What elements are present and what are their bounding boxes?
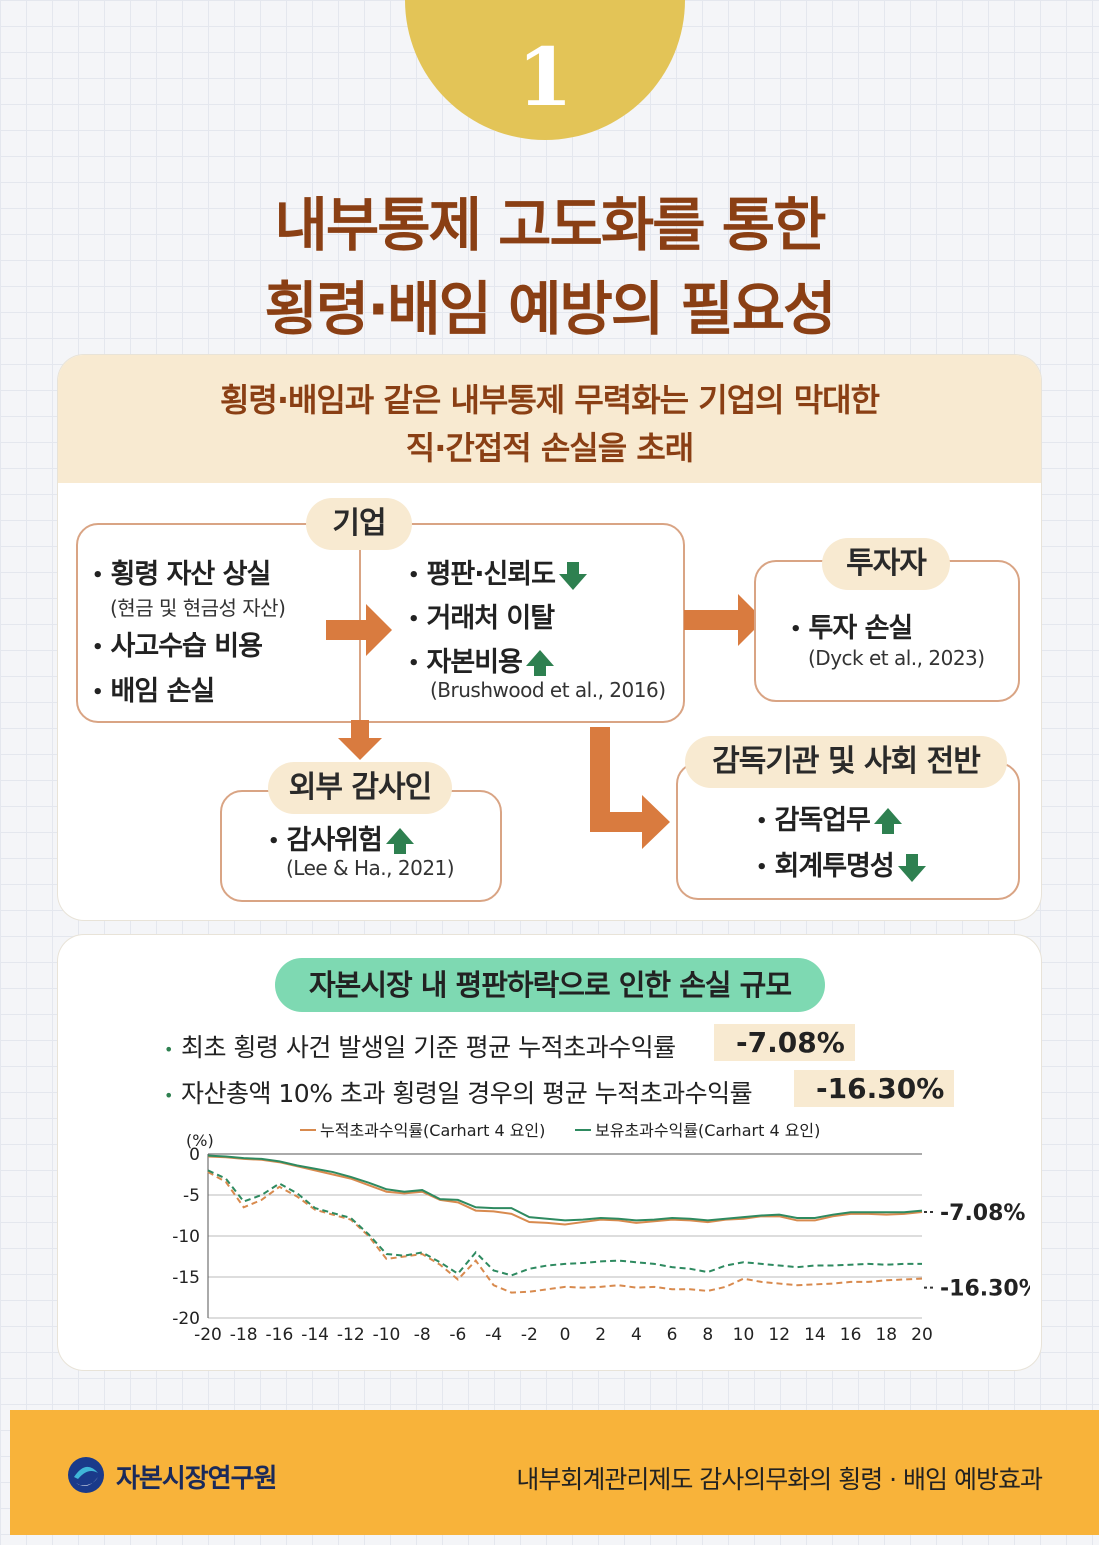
x-tick-label: 6 [667,1325,678,1345]
bullet-icon: • [92,682,103,703]
x-tick-label: 2 [595,1325,606,1345]
stat-large-breach: • 자산총액 10% 초과 횡령일 경우의 평균 누적초과수익률 [164,1079,753,1108]
bullet-icon: • [164,1085,173,1105]
impact-card-header: 횡령·배임과 같은 내부통제 무력화는 기업의 막대한 직·간접적 손실을 초래 [58,355,1041,483]
y-tick-label: 0 [189,1145,200,1165]
company-item-accident-cost: • 사고수습 비용 [92,631,263,662]
footer-bar [10,1410,1099,1535]
y-tick-label: -10 [172,1227,200,1247]
stat-large-breach-value: -16.30% [794,1070,955,1107]
badge-number: 1 [517,30,573,124]
impact-subtitle-line2: 직·간접적 손실을 초래 [405,429,694,467]
series-line [207,1171,923,1294]
y-tick-label: -5 [183,1186,200,1206]
y-tick-label: -15 [172,1268,200,1288]
company-label: 기업 [306,498,412,550]
x-tick-label: -10 [373,1325,401,1345]
series-line [207,1154,923,1222]
company-item-reputation: • 평판·신뢰도 [408,552,587,591]
bullet-icon: • [408,609,419,630]
stat-first-event: • 최초 횡령 사건 발생일 기준 평균 누적초과수익률 [164,1033,676,1062]
annotation-label: -7.08% [940,1201,1025,1226]
x-tick-label: -2 [521,1325,538,1345]
series-line [207,1169,922,1277]
footer-report-title: 내부회계관리제도 감사의무화의 횡령 · 배임 예방효과 [516,1465,1043,1494]
bullet-icon: • [268,831,279,852]
arrow-down-icon [558,561,587,590]
arrow-up-icon [873,807,902,834]
investor-citation: (Dyck et al., 2023) [808,646,985,670]
x-tick-label: -20 [194,1325,222,1345]
x-tick-label: 16 [840,1325,862,1345]
company-item-asset-note: (현금 및 현금성 자산) [110,596,286,620]
auditor-item-risk: • 감사위험 [268,818,414,857]
series-line [207,1155,923,1226]
annotation-label: -16.30% [940,1277,1030,1302]
company-item-partner-churn: • 거래처 이탈 [408,603,555,634]
arrow-right-icon [684,594,764,646]
regulator-label: 감독기관 및 사회 전반 [685,736,1007,788]
y-axis-unit-label: (%) [186,1131,214,1150]
x-tick-label: 14 [804,1325,826,1345]
bullet-icon: • [790,619,801,640]
bullet-icon: • [164,1039,173,1059]
regulator-item-transparency: • 회계투명성 [756,844,926,883]
bullet-icon: • [408,565,419,586]
auditor-label: 외부 감사인 [268,762,452,814]
stat-first-event-value: -7.08% [714,1024,855,1061]
company-item-capital-cost: • 자본비용 [408,640,554,679]
impact-subtitle-line1: 횡령·배임과 같은 내부통제 무력화는 기업의 막대한 [219,381,880,419]
arrow-bent-right-icon [590,727,670,849]
x-tick-label: 20 [911,1325,933,1345]
arrow-down-icon [897,853,926,882]
x-tick-label: 8 [702,1325,713,1345]
abnormal-return-chart: 0-5-10-15-20-20 -18 -16 -14 -12 -10 -8 -6 -4 -2 0 2… [172,1121,1030,1345]
x-tick-label: 12 [768,1325,790,1345]
arrow-down-icon [338,720,382,760]
x-tick-label: -18 [230,1325,258,1345]
x-tick-label: 4 [631,1325,642,1345]
page-title-line2: 횡령·배임 예방의 필요성 [264,275,836,343]
page-title-line1: 내부통제 고도화를 통한 [274,191,827,259]
loss-card-label: 자본시장 내 평판하락으로 인한 손실 규모 [275,958,825,1012]
x-tick-label: 0 [560,1325,571,1345]
company-item-asset-loss: • 횡령 자산 상실 [92,559,271,590]
x-tick-label: -12 [337,1325,365,1345]
x-tick-label: -16 [266,1325,294,1345]
arrow-up-icon [525,649,554,676]
x-tick-label: 18 [875,1325,897,1345]
legend-label: 누적초과수익률(Carhart 4 요인) [320,1121,545,1140]
x-tick-label: -8 [414,1325,431,1345]
company-item-breach-loss: • 배임 손실 [92,676,215,707]
bullet-icon: • [756,811,767,832]
legend-label: 보유초과수익률(Carhart 4 요인) [595,1121,820,1140]
bullet-icon: • [92,637,103,658]
footer-logo-text: 자본시장연구원 [116,1464,277,1494]
bullet-icon: • [408,653,419,674]
regulator-item-supervision: • 감독업무 [756,798,902,837]
arrow-right-icon [326,604,392,656]
x-tick-label: -4 [485,1325,502,1345]
kcmi-logo-icon [68,1457,104,1493]
x-tick-label: 10 [733,1325,755,1345]
y-tick-label: -20 [172,1309,200,1329]
x-tick-label: -6 [449,1325,466,1345]
investor-label: 투자자 [822,538,950,590]
company-citation: (Brushwood et al., 2016) [430,678,666,702]
investor-item-loss: • 투자 손실 [790,613,913,644]
bullet-icon: • [756,857,767,878]
arrow-up-icon [385,827,414,854]
auditor-citation: (Lee & Ha., 2021) [286,856,455,880]
bullet-icon: • [92,565,103,586]
x-tick-label: -14 [301,1325,329,1345]
